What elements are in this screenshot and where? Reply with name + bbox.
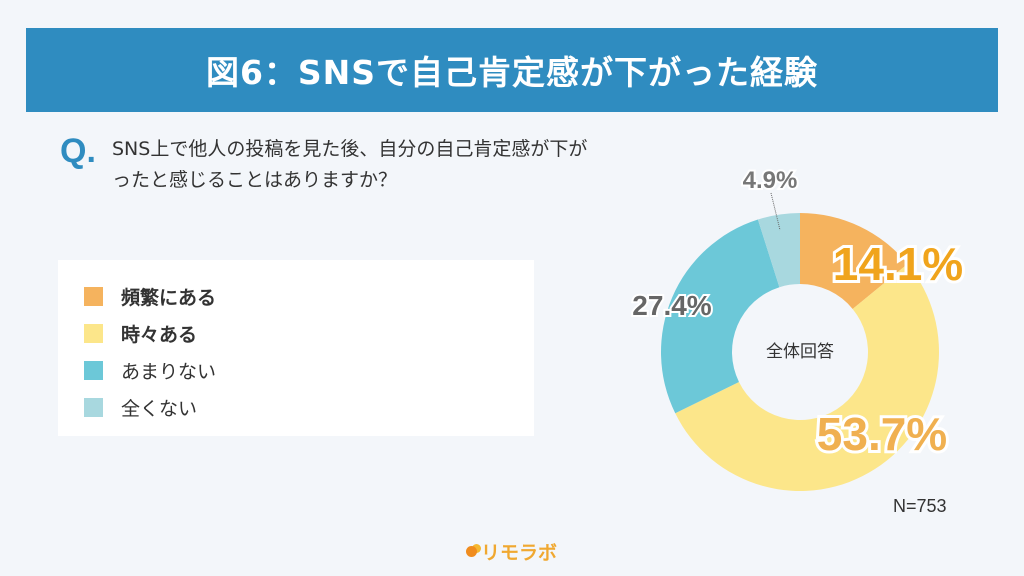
data-label-3: 27.4% [632,290,711,321]
logo: リモラボ [466,538,557,565]
center-label: 全体回答 [766,342,834,362]
legend-swatch [84,398,103,417]
legend-label: 時々ある [121,324,198,346]
donut-slice-3 [661,219,780,414]
legend-item: 時々ある [58,315,534,352]
donut-slice-2 [675,263,939,491]
donut-chart: 全体回答 14.1% 53.7% 27.4% 4.9% [630,165,966,491]
leader-line [770,192,781,231]
logo-text: リモラボ [481,542,558,564]
legend-item: あまりない [58,352,534,389]
sample-size: N=753 [893,496,947,516]
legend: 頻繁にある 時々ある あまりない 全くない [58,260,534,436]
data-label-2: 53.7% [817,408,947,460]
question: Q. SNS上で他人の投稿を見た後、自分の自己肯定感が下がったと感じることはあり… [60,132,592,196]
data-label-1: 14.1% [833,238,963,290]
legend-label: 頻繁にある [121,287,217,309]
data-label-4: 4.9% [743,167,798,194]
page-title: 図6：SNSで自己肯定感が下がった経験 [26,28,998,112]
legend-label: あまりない [121,361,217,383]
logo-icon [466,546,477,557]
legend-swatch [84,361,103,380]
legend-swatch [84,324,103,343]
legend-swatch [84,287,103,306]
legend-item: 全くない [58,389,534,426]
question-text: SNS上で他人の投稿を見た後、自分の自己肯定感が下がったと感じることはありますか… [112,138,588,191]
legend-label: 全くない [121,398,198,420]
question-mark: Q. [60,132,96,170]
donut-slice-1 [800,213,908,309]
donut-slice-4 [757,213,800,288]
legend-item: 頻繁にある [58,278,534,315]
